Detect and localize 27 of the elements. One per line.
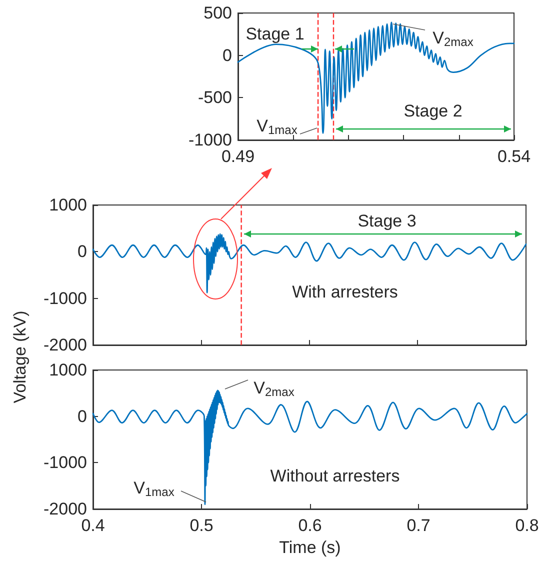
x-tick-label: 0.4: [81, 516, 105, 535]
y-axis-title: Voltage (kV): [10, 310, 30, 404]
annotation: Stage 3: [358, 212, 416, 230]
annotation: With arresters: [292, 282, 398, 302]
annotation: Without arresters: [270, 466, 400, 486]
y-tick-label: -500: [198, 88, 232, 108]
x-tick-label: 0.5: [190, 516, 214, 535]
annotation: Stage 2: [404, 102, 462, 120]
x-tick-label: 0.49: [221, 147, 255, 166]
annotation: Stage 1: [246, 24, 304, 44]
x-tick-label: 0.8: [515, 516, 539, 535]
y-tick-label: 0: [78, 242, 87, 262]
y-tick-label: -1000: [44, 288, 87, 308]
x-axis-title: Time (s): [279, 538, 341, 557]
x-tick-label: 0.6: [298, 516, 322, 535]
y-tick-label: 1000: [49, 196, 87, 214]
x-tick-label: 0.7: [406, 516, 430, 535]
y-tick-label: 0: [222, 46, 232, 65]
y-tick-label: -2000: [44, 500, 87, 518]
line-series: [237, 22, 515, 134]
x-tick-label: 0.54: [497, 147, 531, 166]
y-tick-label: -1000: [44, 453, 87, 472]
y-tick-label: -1000: [188, 130, 232, 150]
y-tick-label: -2000: [44, 336, 87, 354]
y-tick-label: 500: [204, 4, 232, 22]
y-tick-label: 1000: [49, 360, 87, 380]
y-tick-label: 0: [78, 406, 87, 426]
